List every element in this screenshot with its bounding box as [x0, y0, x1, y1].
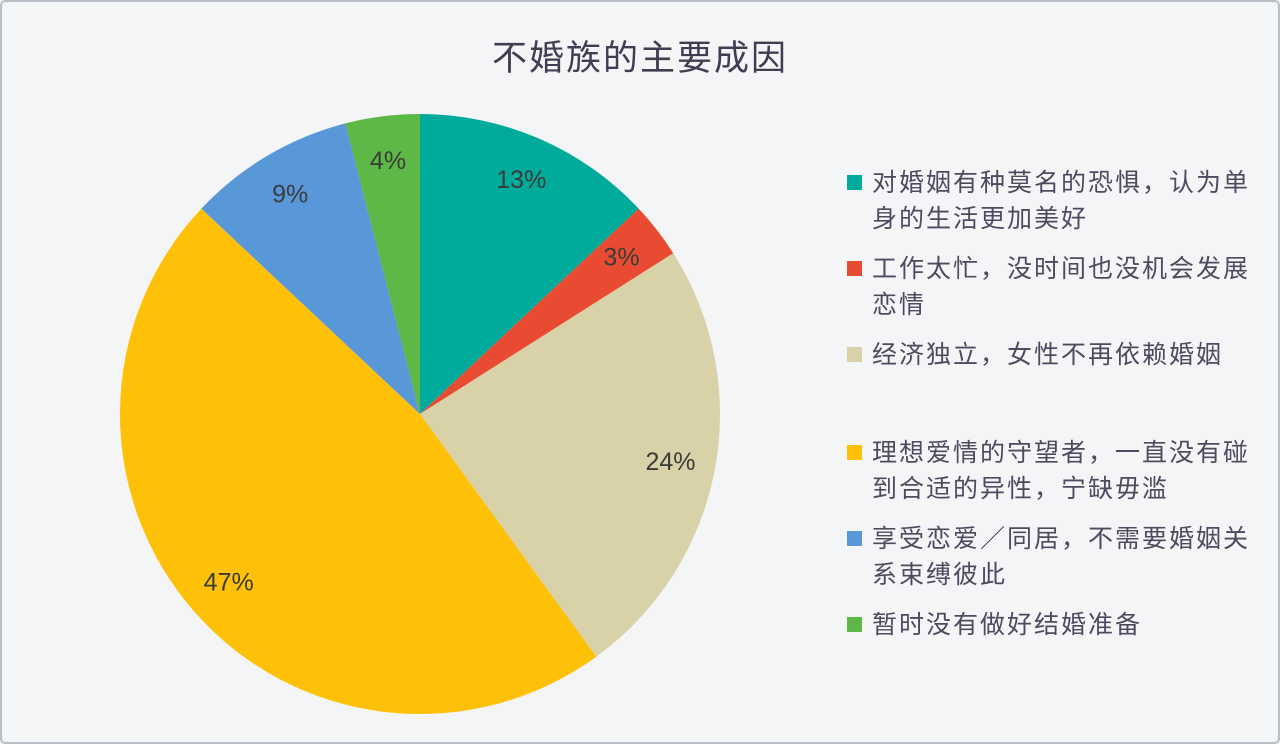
- legend-swatch-icon: [847, 347, 862, 362]
- legend-swatch-icon: [847, 617, 862, 632]
- legend-item: 理想爱情的守望者，一直没有碰到合适的异性，宁缺毋滥: [847, 435, 1267, 507]
- pie-slice-5: [201, 123, 420, 415]
- pie-slice-4: [119, 208, 597, 715]
- pie-slice-2: [420, 208, 674, 414]
- legend-item-label: 对婚姻有种莫名的恐惧，认为单身的生活更加美好: [872, 169, 1251, 233]
- legend-item-label: 理想爱情的守望者，一直没有碰到合适的异性，宁缺毋滥: [872, 439, 1251, 503]
- legend-item: 享受恋爱／同居，不需要婚姻关系束缚彼此: [847, 521, 1267, 593]
- pie-chart: 13% 3% 24% 47% 9% 4%: [119, 114, 721, 715]
- legend-swatch-icon: [847, 445, 862, 460]
- legend-item: 暂时没有做好结婚准备: [847, 607, 1267, 643]
- pie-slice-label: 47%: [204, 569, 254, 597]
- pie-slice-label: 3%: [603, 244, 639, 272]
- legend-item-label: 暂时没有做好结婚准备: [872, 611, 1143, 639]
- legend-item-label: 经济独立，女性不再依赖婚姻: [872, 341, 1224, 369]
- legend-item: 工作太忙，没时间也没机会发展恋情: [847, 251, 1267, 323]
- legend: 对婚姻有种莫名的恐惧，认为单身的生活更加美好 工作太忙，没时间也没机会发展恋情经济…: [847, 165, 1267, 643]
- pie-slice-6: [345, 114, 420, 414]
- pie-slice-label: 13%: [496, 166, 546, 194]
- pie-slice-label: 9%: [272, 181, 308, 209]
- legend-item: 经济独立，女性不再依赖婚姻: [847, 337, 1267, 373]
- legend-swatch-icon: [847, 261, 862, 276]
- legend-swatch-icon: [847, 531, 862, 546]
- legend-item-label: 工作太忙，没时间也没机会发展恋情: [872, 255, 1251, 319]
- pie-slice-1: [420, 114, 639, 414]
- pie-slice-label: 24%: [645, 448, 695, 476]
- legend-item-label: 享受恋爱／同居，不需要婚姻关系束缚彼此: [872, 525, 1251, 589]
- pie-slice-label: 4%: [370, 147, 406, 175]
- legend-swatch-icon: [847, 175, 862, 190]
- chart-title: 不婚族的主要成因: [491, 39, 788, 78]
- legend-item: 对婚姻有种莫名的恐惧，认为单身的生活更加美好: [847, 165, 1267, 237]
- pie-slice-3: [420, 253, 721, 657]
